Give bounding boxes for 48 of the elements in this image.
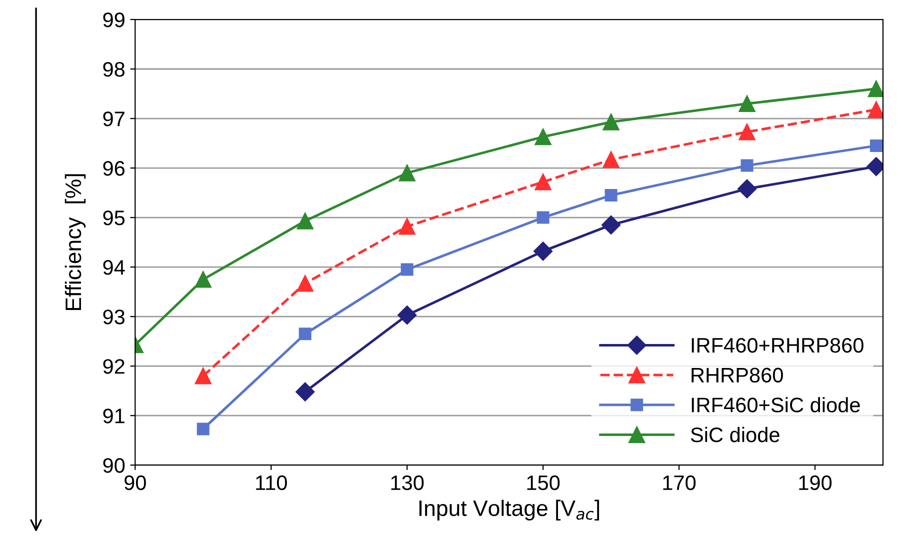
x-tick-label: 110	[256, 475, 287, 490]
y-tick-label: 95	[103, 210, 125, 226]
point	[296, 275, 314, 292]
y-tick-label: 99	[103, 12, 124, 28]
point	[194, 368, 212, 384]
y-tick-label: 93	[103, 310, 125, 324]
y-tick-label: 92	[103, 359, 124, 374]
point	[296, 212, 314, 230]
x-tick-label: 90	[124, 475, 146, 490]
legend-label: IRF460+SiC diode	[692, 397, 860, 412]
point	[400, 263, 414, 276]
y-axis-title: Efficiency [%]	[64, 174, 86, 310]
y-tick-label: 90	[103, 458, 125, 473]
point	[296, 382, 315, 402]
point	[868, 80, 883, 98]
x-tick-label: 150	[527, 475, 560, 490]
legend-label: IRF460+RHRP860	[692, 338, 864, 353]
y-tick-label: 97	[103, 112, 124, 126]
point	[194, 271, 212, 288]
point	[740, 159, 754, 172]
y-tick-label: 96	[103, 161, 125, 176]
point	[298, 328, 312, 340]
point	[868, 101, 883, 118]
point	[196, 422, 210, 436]
legend-label: SiC diode	[690, 426, 780, 442]
point	[534, 174, 552, 190]
point	[602, 215, 621, 234]
point	[534, 242, 553, 261]
y-tick-label: 94	[103, 260, 125, 275]
point	[534, 128, 552, 146]
point	[398, 306, 417, 325]
x-tick-label: 130	[391, 475, 424, 490]
point	[602, 151, 620, 168]
y-tick-label: 98	[103, 62, 125, 77]
point	[604, 189, 618, 202]
x-tick-label: 170	[663, 475, 696, 490]
legend-label: RHRP860	[692, 368, 783, 383]
y-tick-label: 91	[103, 408, 124, 424]
point	[738, 124, 756, 140]
point	[602, 114, 620, 130]
point	[738, 95, 756, 112]
x-axis-title: Input Voltage [V$_{ac}$]	[419, 500, 600, 521]
point	[536, 211, 550, 224]
point	[870, 140, 882, 152]
point	[737, 179, 757, 198]
point	[398, 218, 416, 235]
point	[398, 164, 416, 182]
x-tick-label: 190	[799, 475, 832, 490]
